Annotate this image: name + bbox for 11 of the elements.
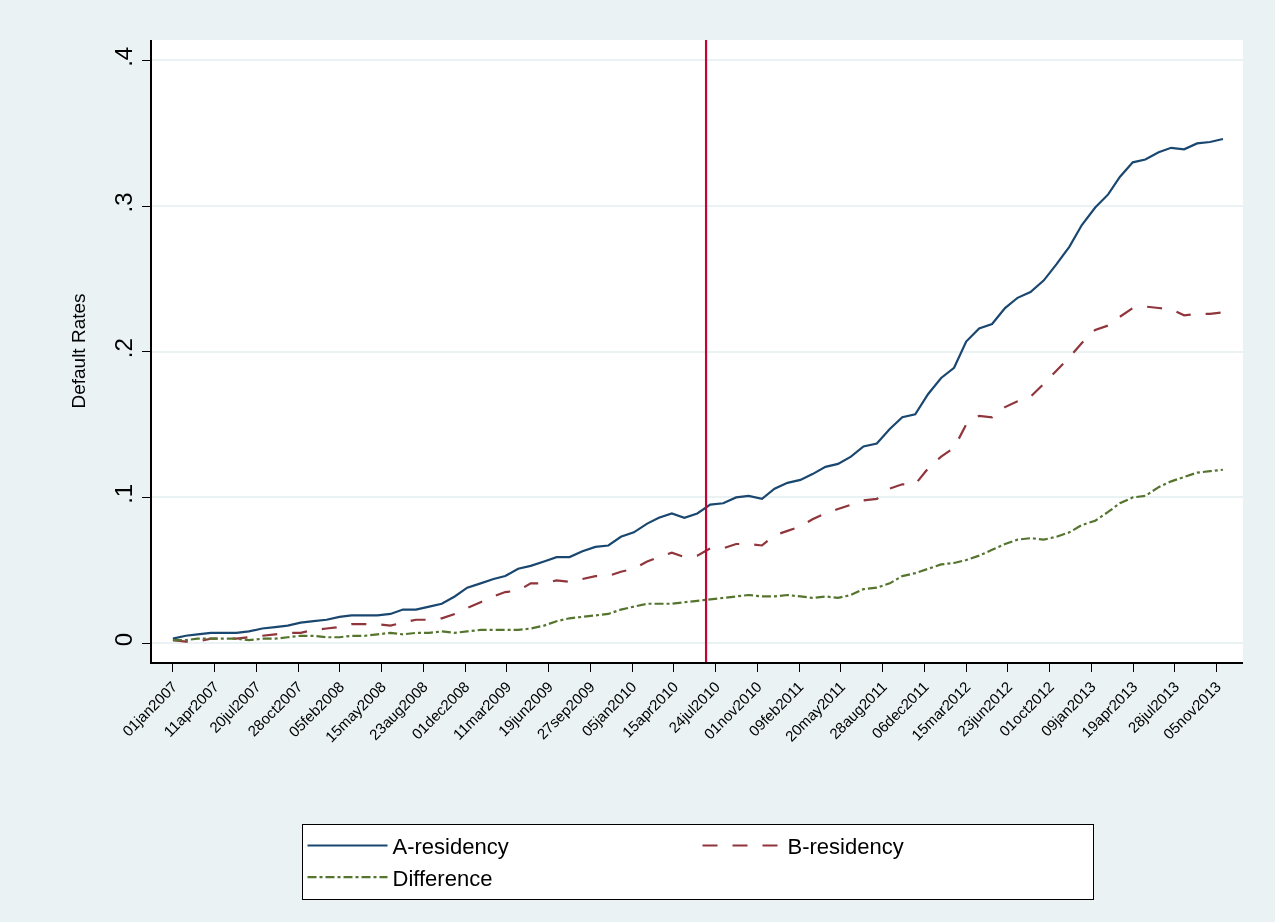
y-tick-label: .4 <box>110 46 138 67</box>
y-tick-label: .3 <box>110 192 138 213</box>
legend-label: B-residency <box>787 834 904 860</box>
line-series <box>171 468 1225 642</box>
y-axis-title: Default Rates <box>67 293 89 409</box>
line-series <box>171 137 1225 640</box>
legend-label: Difference <box>392 865 493 891</box>
y-tick-label: 0 <box>110 632 138 647</box>
y-tick-label: .2 <box>110 338 138 359</box>
y-tick-label: .1 <box>110 483 138 504</box>
legend-label: A-residency <box>392 834 509 860</box>
